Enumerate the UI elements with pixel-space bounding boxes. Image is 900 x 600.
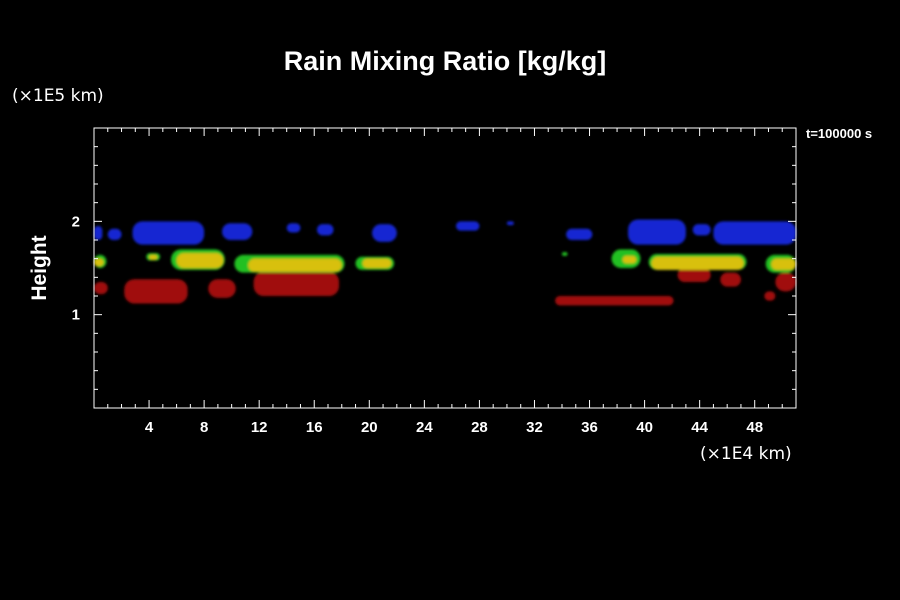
rain-region-blue <box>132 221 205 245</box>
rain-region-red <box>555 296 674 306</box>
rain-region-yellow <box>362 258 392 268</box>
axis-ticks <box>94 128 796 408</box>
rain-region-red <box>124 279 188 304</box>
x-tick-label: 8 <box>200 419 208 436</box>
rain-region-red <box>775 272 796 292</box>
rain-region-blue <box>94 226 103 240</box>
rain-region-yellow <box>94 258 104 267</box>
rain-region-blue <box>692 224 711 236</box>
rain-region-blue <box>316 224 334 236</box>
rain-region-blue <box>456 221 480 231</box>
rain-region-red <box>208 279 236 298</box>
y-tick-label: 1 <box>72 307 80 324</box>
rain-region-blue <box>566 228 593 240</box>
rain-region-red <box>720 272 741 287</box>
rain-region-red <box>94 282 108 295</box>
plot-frame <box>93 127 797 409</box>
x-tick-label: 32 <box>526 419 543 436</box>
rain-region-yellow <box>176 253 224 268</box>
x-tick-label: 36 <box>581 419 598 436</box>
rain-region-blue <box>506 221 514 226</box>
x-axis-unit: (×1E4 km) <box>700 444 792 464</box>
x-tick-label: 44 <box>691 419 708 436</box>
y-tick-label: 2 <box>72 213 80 230</box>
x-tick-label: 20 <box>361 419 378 436</box>
rain-region-yellow <box>149 254 158 260</box>
x-tick-label: 12 <box>251 419 268 436</box>
rain-region-blue <box>107 228 122 240</box>
rain-region-blue <box>372 224 397 242</box>
rain-region-blue <box>628 219 686 245</box>
rain-region-red <box>764 291 776 301</box>
x-tick-label: 28 <box>471 419 488 436</box>
rain-region-blue <box>222 223 253 240</box>
rain-region-yellow <box>248 258 342 272</box>
x-tick-label: 4 <box>145 419 154 436</box>
x-tick-label: 16 <box>306 419 323 436</box>
rain-region-red <box>253 271 340 296</box>
rain-region-blue <box>713 221 796 245</box>
chart-title: Rain Mixing Ratio [kg/kg] <box>283 46 607 76</box>
x-tick-label: 24 <box>416 419 433 436</box>
rain-region-yellow <box>771 258 796 270</box>
rain-regions <box>94 219 796 306</box>
rain-region-blue <box>286 223 301 233</box>
x-tick-label: 48 <box>746 419 763 436</box>
rain-region-yellow <box>622 255 637 264</box>
rain-region-green <box>562 252 568 256</box>
x-tick-label: 40 <box>636 419 653 436</box>
time-label: t=100000 s <box>806 126 873 141</box>
rain-region-yellow <box>651 256 744 270</box>
y-axis-unit: (×1E5 km) <box>12 86 104 106</box>
rain-region-red <box>677 268 711 282</box>
